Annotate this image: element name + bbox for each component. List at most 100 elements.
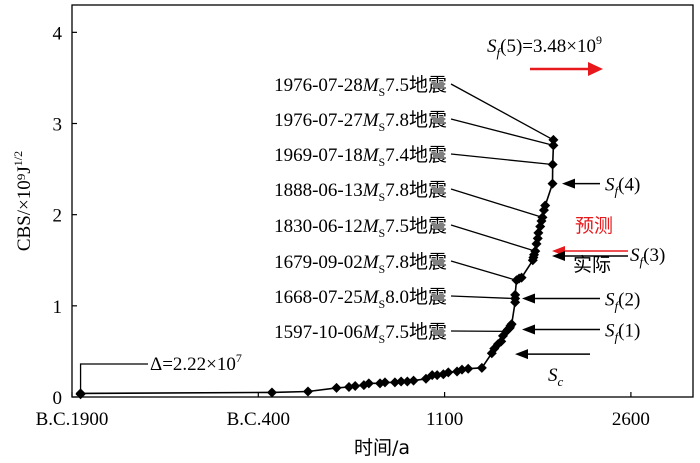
event-date: 1668-07-25 xyxy=(274,287,363,308)
sf5-subscript: f xyxy=(497,45,503,60)
event-suffix: 地震 xyxy=(409,109,447,131)
data-point xyxy=(302,386,313,397)
data-point xyxy=(443,367,454,378)
x-axis-label: 时间/a xyxy=(354,437,410,459)
event-magnitude: 7.8 xyxy=(385,252,409,273)
event-leader-line xyxy=(450,153,553,166)
event-magnitude-symbol: M xyxy=(362,216,380,237)
event-suffix: 地震 xyxy=(409,215,447,237)
event-magnitude-subscript: S xyxy=(379,155,386,169)
sf5-value: (5)=3.48×10 xyxy=(500,36,596,57)
event-magnitude: 7.5 xyxy=(385,75,409,96)
y-tick-label: 2 xyxy=(53,206,63,227)
event-label: 1830-06-12MS7.5地震 xyxy=(274,215,447,240)
delta-value: Δ=2.22×10 xyxy=(150,354,236,375)
actual-label: 实际 xyxy=(573,254,611,276)
sf-symbol: S xyxy=(605,290,615,311)
event-magnitude: 7.4 xyxy=(385,145,409,166)
data-point xyxy=(547,159,558,170)
data-point xyxy=(476,362,487,373)
delta-exponent: 7 xyxy=(236,351,242,365)
event-suffix: 地震 xyxy=(409,179,447,201)
sf-label: Sf(4) xyxy=(605,175,640,199)
y-tick-label: 4 xyxy=(53,23,63,44)
event-suffix: 地震 xyxy=(409,286,447,308)
data-point xyxy=(463,363,474,374)
data-point xyxy=(516,272,527,283)
sf5-arrow-head xyxy=(588,62,603,76)
data-point xyxy=(266,387,277,398)
delta-leader-line xyxy=(79,363,148,392)
data-point xyxy=(75,388,86,399)
data-point xyxy=(510,289,521,300)
sf5-exponent: 9 xyxy=(596,33,602,47)
sf-symbol: S xyxy=(605,175,615,196)
x-tick-label: 2600 xyxy=(612,409,650,430)
event-magnitude-symbol: M xyxy=(362,145,380,166)
sf3-actual-arrow-head xyxy=(552,251,565,262)
event-date: 1976-07-28 xyxy=(274,75,363,96)
delta-label: Δ=2.22×107 xyxy=(150,351,242,375)
event-label: 1888-06-13MS7.8地震 xyxy=(274,179,447,204)
sf-subscript: f xyxy=(640,254,646,269)
x-tick-label: B.C.1900 xyxy=(36,409,109,430)
data-point xyxy=(402,376,413,387)
sf-arrow-head xyxy=(522,293,535,304)
sf-index: (3) xyxy=(643,245,665,266)
x-tick-label: 1100 xyxy=(426,409,463,430)
sc-arrow-head xyxy=(515,349,528,360)
event-label: 1976-07-28MS7.5地震 xyxy=(274,74,447,99)
x-tick-label: B.C.400 xyxy=(227,409,290,430)
data-point xyxy=(408,375,419,386)
sf-subscript: f xyxy=(615,299,621,314)
sf-index: (1) xyxy=(618,321,640,342)
event-magnitude-subscript: S xyxy=(379,120,386,134)
event-label: 1668-07-25MS8.0地震 xyxy=(274,286,447,311)
data-point xyxy=(343,381,354,392)
data-point xyxy=(331,382,342,393)
sf5-label: Sf(5)=3.48×109 xyxy=(487,33,602,60)
data-point xyxy=(506,319,517,330)
sf-label: Sf(3) xyxy=(630,245,665,269)
event-date: 1597-10-06 xyxy=(274,322,363,343)
event-magnitude-symbol: M xyxy=(362,287,380,308)
event-magnitude-symbol: M xyxy=(362,252,380,273)
sf5-symbol: S xyxy=(487,36,497,57)
event-date: 1969-07-18 xyxy=(274,145,363,166)
sf-index: (2) xyxy=(618,290,640,311)
event-suffix: 地震 xyxy=(409,74,447,96)
data-point xyxy=(432,370,443,381)
event-date: 1976-07-27 xyxy=(274,110,363,131)
event-magnitude-symbol: M xyxy=(362,180,380,201)
event-magnitude-subscript: S xyxy=(379,85,386,99)
sf-subscript: f xyxy=(615,330,621,345)
prediction-label: 预测 xyxy=(575,215,613,237)
event-suffix: 地震 xyxy=(409,251,447,273)
event-date: 1830-06-12 xyxy=(274,216,363,237)
event-magnitude-subscript: S xyxy=(379,190,386,204)
y-tick-label: 1 xyxy=(53,297,63,318)
event-label: 1969-07-18MS7.4地震 xyxy=(274,144,447,169)
event-magnitude-symbol: M xyxy=(362,110,380,131)
sf-label: Sf(2) xyxy=(605,290,640,314)
data-point xyxy=(389,377,400,388)
event-magnitude: 7.8 xyxy=(385,110,409,131)
event-magnitude: 7.5 xyxy=(385,216,409,237)
event-label: 1976-07-27MS7.8地震 xyxy=(274,109,447,134)
y-axis-label: CBS/×10⁹J1/2 xyxy=(11,151,35,251)
data-point xyxy=(379,377,390,388)
event-magnitude: 7.5 xyxy=(385,322,409,343)
event-leader-line xyxy=(450,224,536,252)
event-magnitude-symbol: M xyxy=(362,75,380,96)
sc-label: Sc xyxy=(548,365,564,389)
data-point xyxy=(540,200,551,211)
sf-arrow-head xyxy=(562,178,575,189)
sf-subscript: f xyxy=(615,184,621,199)
event-date: 1679-09-02 xyxy=(274,252,363,273)
data-point xyxy=(547,178,558,189)
data-point xyxy=(456,364,467,375)
event-leader-line xyxy=(450,260,517,281)
data-point xyxy=(363,378,374,389)
event-leader-line xyxy=(450,83,554,141)
